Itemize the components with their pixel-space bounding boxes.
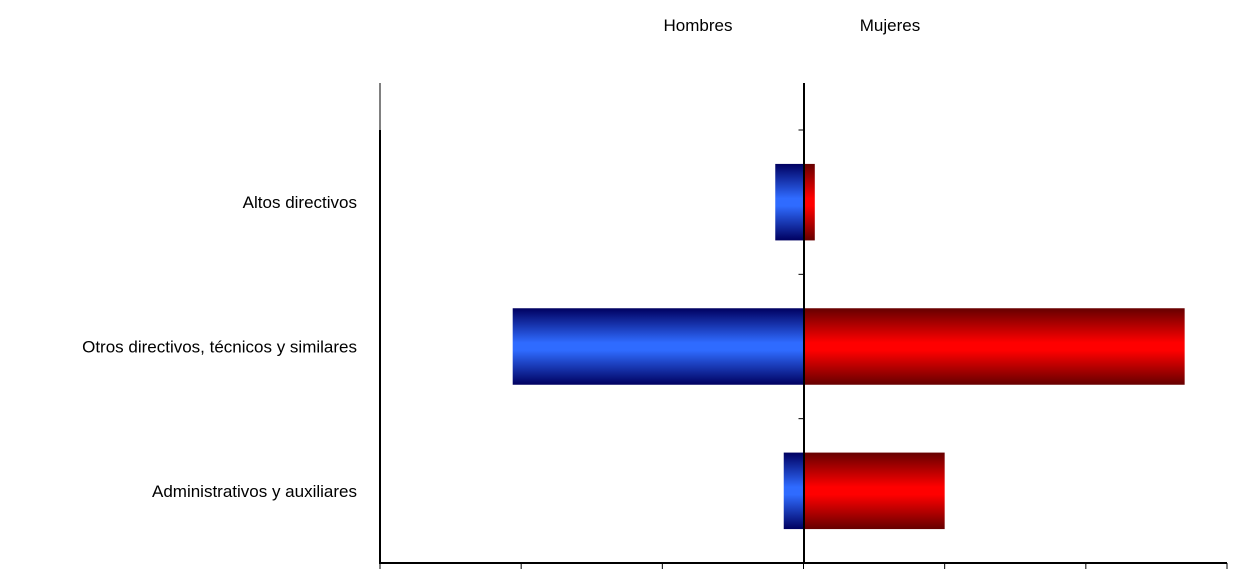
x-tick-label-2: 100 [507,573,535,575]
legend: Hombres Mujeres [664,16,921,35]
category-labels: Altos directivos Otros directivos, técnic… [82,193,357,501]
bars [512,163,1185,530]
category-label-1: Altos directivos [243,193,357,212]
category-label-3: Administrativos y auxiliares [152,482,357,501]
bar-mujeres-1 [803,163,815,241]
x-tick-label-1: 150 [366,573,394,575]
bar-hombres-1 [775,163,804,241]
bar-hombres-3 [783,452,804,530]
x-tick-label-6: 100 [1072,573,1100,575]
legend-hombres: Hombres [664,16,733,35]
x-tick-label-4: 0 [799,573,808,575]
x-tick-label-5: 50 [935,573,954,575]
category-label-2: Otros directivos, técnicos y similares [82,338,357,357]
x-tick-label-3: 50 [653,573,672,575]
bar-mujeres-3 [803,452,945,530]
x-tick-label-7: 150 [1213,573,1241,575]
legend-mujeres: Mujeres [860,16,920,35]
bar-hombres-2 [512,308,804,385]
x-axis-ticks: 150 100 50 0 50 100 150 [366,563,1241,575]
bar-mujeres-2 [803,308,1185,385]
